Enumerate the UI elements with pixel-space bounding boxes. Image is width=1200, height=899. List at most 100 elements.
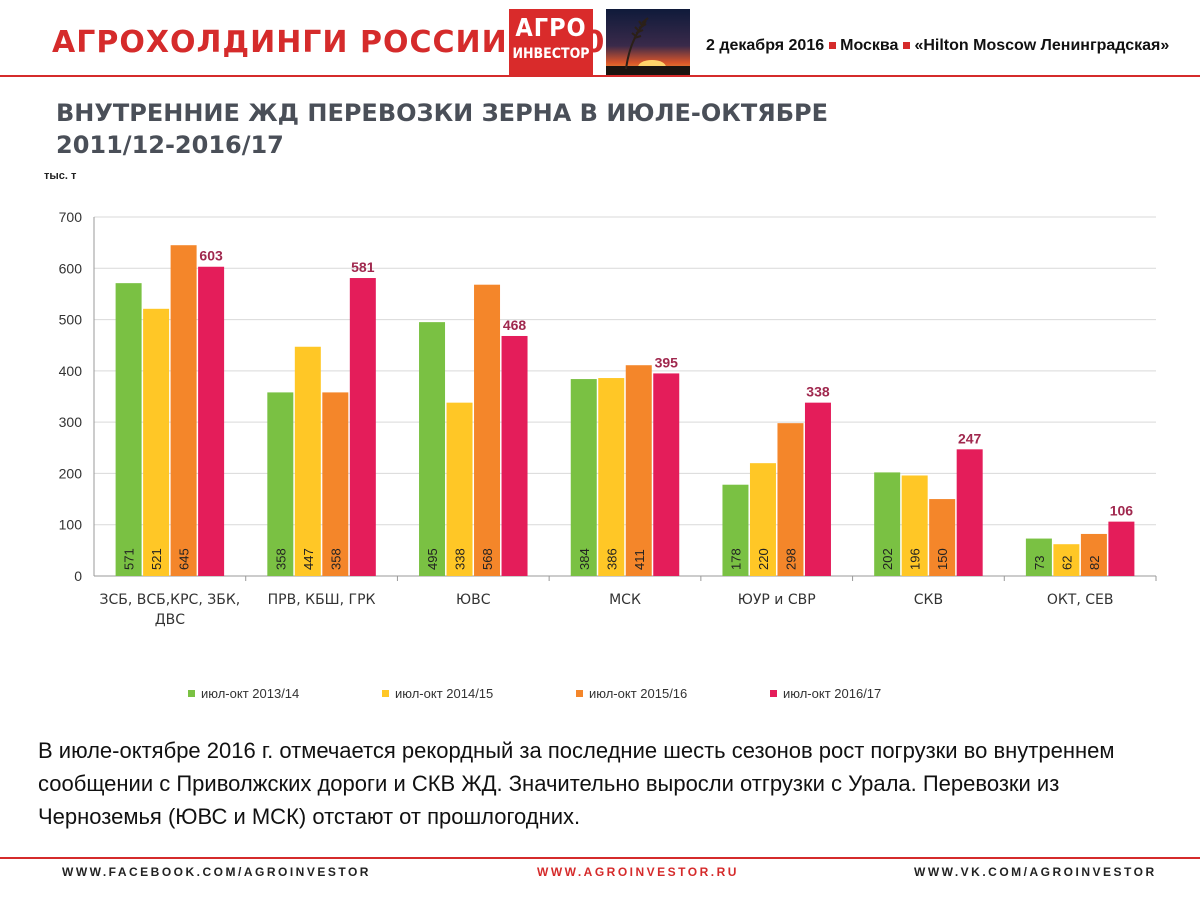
- data-label-inside: 386: [604, 548, 619, 570]
- bar: [653, 373, 680, 576]
- footer-vk-link[interactable]: WWW.VK.COM/AGROINVESTOR: [914, 865, 1157, 879]
- footer-facebook-link[interactable]: WWW.FACEBOOK.COM/AGROINVESTOR: [62, 865, 371, 879]
- bar: [804, 402, 831, 576]
- y-tick-label: 200: [59, 465, 83, 481]
- bar: [349, 278, 376, 576]
- bar: [777, 423, 804, 576]
- legend-swatch: [576, 690, 583, 697]
- legend-item: июл-окт 2015/16: [576, 686, 687, 701]
- legend-item: июл-окт 2013/14: [188, 686, 299, 701]
- bar: [1053, 544, 1080, 576]
- data-label-inside: 521: [149, 548, 164, 570]
- bar: [446, 402, 473, 576]
- bar: [901, 475, 928, 576]
- bar: [143, 308, 170, 576]
- bar: [419, 322, 446, 576]
- logo-line-1: АГРО: [515, 13, 587, 42]
- bar: [1108, 521, 1135, 576]
- data-label-inside: 62: [1059, 556, 1074, 570]
- legend-label: июл-окт 2015/16: [589, 686, 688, 701]
- data-label-inside: 82: [1087, 556, 1102, 570]
- y-tick-label: 500: [59, 312, 83, 328]
- data-label-top: 247: [958, 430, 982, 446]
- data-label-inside: 645: [177, 548, 192, 570]
- data-label-inside: 571: [122, 548, 137, 570]
- data-label-inside: 338: [453, 548, 468, 570]
- data-label-inside: 150: [935, 548, 950, 570]
- data-label-top: 395: [655, 354, 679, 370]
- data-label-top: 106: [1110, 503, 1134, 519]
- slide-title-line-1: ВНУТРЕННИЕ ЖД ПЕРЕВОЗКИ ЗЕРНА В ИЮЛЕ-ОКТ…: [56, 99, 829, 127]
- legend-label: июл-окт 2014/15: [395, 686, 494, 701]
- footer-divider: [0, 857, 1200, 859]
- data-label-inside: 495: [425, 548, 440, 570]
- legend-item: июл-окт 2014/15: [382, 686, 493, 701]
- event-venue: «Hilton Moscow Ленинградская»: [914, 37, 1170, 54]
- slide-caption: В июле-октябре 2016 г. отмечается рекорд…: [38, 738, 1115, 829]
- legend-item: июл-окт 2016/17: [770, 686, 881, 701]
- bar: [929, 499, 956, 576]
- category-label: ЗСБ, ВСБ,КРС, ЗБК,: [99, 592, 240, 608]
- data-label-top: 338: [806, 384, 830, 400]
- legend-swatch: [382, 690, 389, 697]
- footer-site-link[interactable]: WWW.AGROINVESTOR.RU: [537, 865, 739, 879]
- header-divider: [0, 75, 1200, 77]
- event-date: 2 декабря 2016: [706, 37, 825, 54]
- category-label: ДВС: [155, 612, 186, 628]
- bar: [1080, 533, 1107, 576]
- separator-bullet: [829, 42, 837, 49]
- data-label-inside: 358: [273, 548, 288, 570]
- slide-title: ВНУТРЕННИЕ ЖД ПЕРЕВОЗКИ ЗЕРНА В ИЮЛЕ-ОКТ…: [56, 97, 828, 161]
- data-label-inside: 196: [908, 548, 923, 570]
- data-label-inside: 568: [480, 548, 495, 570]
- bar: [115, 283, 142, 576]
- category-label: МСК: [609, 592, 641, 608]
- bar: [322, 392, 349, 576]
- logo-line-2: ИНВЕСТОР: [512, 46, 590, 62]
- bar: [170, 245, 197, 576]
- event-info: 2 декабря 2016 Москва «Hilton Moscow Ленин…: [706, 37, 1169, 55]
- separator-bullet: [903, 42, 911, 49]
- y-tick-label: 100: [59, 517, 83, 533]
- data-label-inside: 447: [301, 548, 316, 570]
- data-label-inside: 73: [1032, 556, 1047, 570]
- data-label-top: 581: [351, 259, 375, 275]
- bar: [294, 346, 321, 576]
- category-label: ПРВ, КБШ, ГРК: [268, 592, 376, 608]
- y-tick-label: 400: [59, 363, 83, 379]
- y-tick-label: 700: [59, 209, 83, 225]
- bar: [474, 284, 501, 576]
- bar: [956, 449, 983, 576]
- data-label-inside: 178: [728, 548, 743, 570]
- data-label-inside: 220: [756, 548, 771, 570]
- event-city: Москва: [840, 37, 899, 54]
- y-tick-label: 0: [74, 568, 82, 584]
- data-label-top: 468: [503, 317, 527, 333]
- y-tick-label: 600: [59, 260, 83, 276]
- legend-label: июл-окт 2013/14: [201, 686, 300, 701]
- y-tick-label: 300: [59, 414, 83, 430]
- bar: [598, 378, 625, 576]
- bar: [722, 484, 749, 576]
- category-label: СКВ: [914, 592, 943, 608]
- slide-title-line-2: 2011/12-2016/17: [56, 131, 284, 159]
- bar: [1025, 538, 1052, 576]
- bar: [570, 379, 597, 576]
- bar: [267, 392, 294, 576]
- data-label-inside: 202: [880, 548, 895, 570]
- category-label: ЮУР и СВР: [738, 592, 816, 608]
- legend-label: июл-окт 2016/17: [783, 686, 882, 701]
- legend-swatch: [770, 690, 777, 697]
- data-label-inside: 298: [783, 548, 798, 570]
- agroinvestor-logo: АГРО ИНВЕСТОР: [509, 9, 593, 76]
- bar: [749, 463, 776, 576]
- data-label-inside: 384: [577, 548, 592, 570]
- bar: [501, 335, 528, 576]
- y-unit-label: тыс. т: [44, 170, 77, 182]
- chart-legend: июл-окт 2013/14 июл-окт 2014/15 июл-окт 20…: [0, 686, 1200, 706]
- wheat-sunset-image: [606, 9, 690, 76]
- category-label: ОКТ, СЕВ: [1047, 592, 1114, 608]
- bar: [874, 472, 901, 576]
- bar: [625, 365, 652, 576]
- bar: [198, 266, 225, 576]
